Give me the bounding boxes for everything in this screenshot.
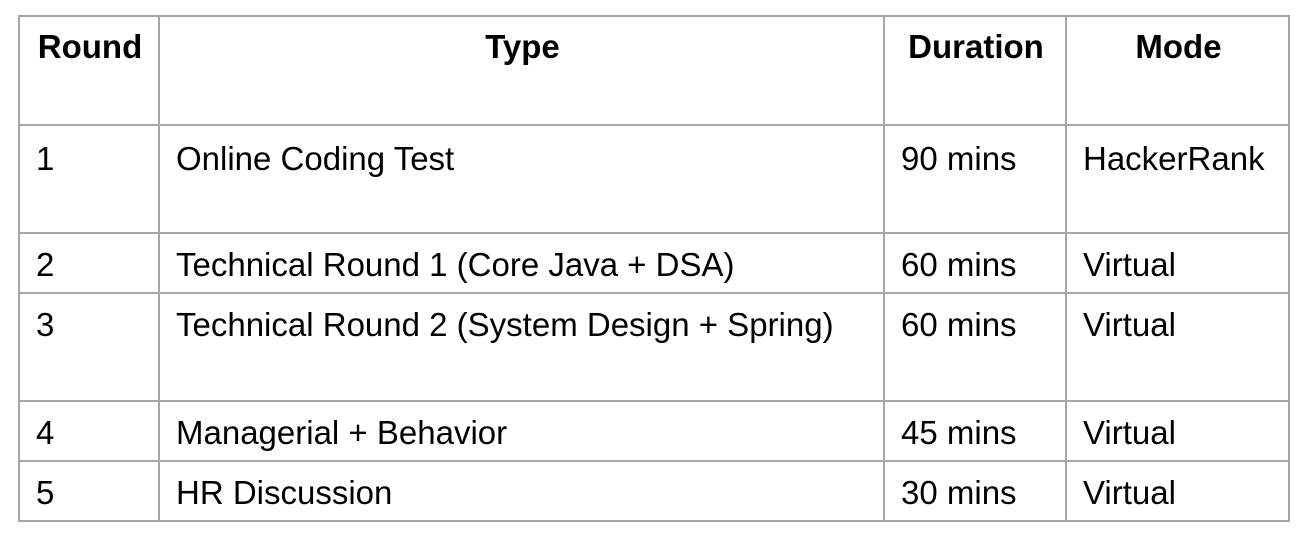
table-header-row: Round Type Duration Mode: [18, 15, 1290, 126]
cell-duration: 60 mins: [883, 232, 1067, 294]
cell-round: 4: [18, 400, 160, 462]
cell-duration: 90 mins: [883, 124, 1067, 234]
interview-rounds-table: Round Type Duration Mode 1 Online Coding…: [18, 15, 1290, 522]
cell-type: Online Coding Test: [158, 124, 885, 234]
cell-round: 3: [18, 292, 160, 402]
cell-duration: 60 mins: [883, 292, 1067, 402]
header-mode: Mode: [1065, 15, 1290, 126]
cell-round: 2: [18, 232, 160, 294]
cell-type: Technical Round 1 (Core Java + DSA): [158, 232, 885, 294]
cell-mode: Virtual: [1065, 460, 1290, 522]
cell-mode: Virtual: [1065, 232, 1290, 294]
cell-round: 5: [18, 460, 160, 522]
table-row: 4 Managerial + Behavior 45 mins Virtual: [18, 400, 1290, 462]
cell-mode: Virtual: [1065, 400, 1290, 462]
table-row: 3 Technical Round 2 (System Design + Spr…: [18, 292, 1290, 402]
table-row: 1 Online Coding Test 90 mins HackerRank: [18, 124, 1290, 234]
cell-mode: HackerRank: [1065, 124, 1290, 234]
table-row: 2 Technical Round 1 (Core Java + DSA) 60…: [18, 232, 1290, 294]
cell-type: Technical Round 2 (System Design + Sprin…: [158, 292, 885, 402]
cell-duration: 30 mins: [883, 460, 1067, 522]
cell-duration: 45 mins: [883, 400, 1067, 462]
header-type: Type: [158, 15, 885, 126]
table-row: 5 HR Discussion 30 mins Virtual: [18, 460, 1290, 522]
cell-type: Managerial + Behavior: [158, 400, 885, 462]
cell-mode: Virtual: [1065, 292, 1290, 402]
cell-round: 1: [18, 124, 160, 234]
header-duration: Duration: [883, 15, 1067, 126]
header-round: Round: [18, 15, 160, 126]
cell-type: HR Discussion: [158, 460, 885, 522]
